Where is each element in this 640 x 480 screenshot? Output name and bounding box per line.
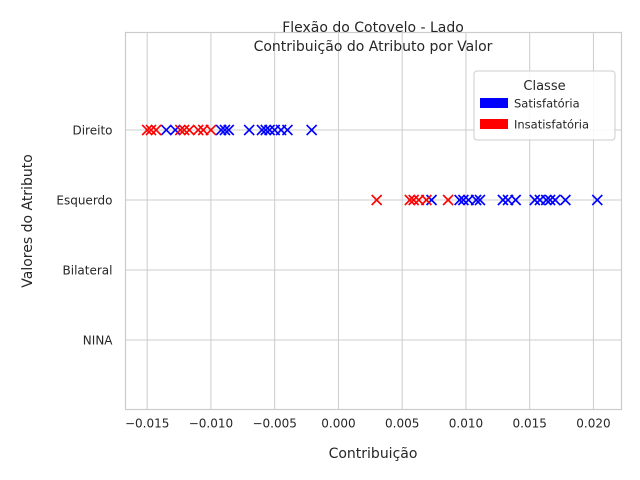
y-tick-label: Direito	[72, 124, 112, 138]
x-tick-label: −0.010	[189, 417, 233, 431]
scatter-point	[281, 124, 293, 136]
x-axis-label: Contribuição	[329, 446, 418, 462]
y-tick-labels: Direito Esquerdo Bilateral NINA	[56, 124, 113, 348]
scatter-point	[457, 194, 469, 206]
scatter-point	[540, 194, 552, 206]
scatter-point	[371, 194, 383, 206]
y-tick-label: NINA	[83, 334, 113, 348]
scatter-point	[183, 124, 195, 136]
scatter-point	[264, 124, 276, 136]
scatter-point	[205, 124, 217, 136]
scatter-point	[178, 124, 190, 136]
scatter-point	[243, 124, 255, 136]
legend-swatch-satisfatoria	[480, 98, 508, 108]
scatter-point	[549, 194, 561, 206]
scatter-point	[404, 194, 416, 206]
chart-title-line-1: Flexão do Cotovelo - Lado	[282, 20, 464, 36]
scatter-point	[160, 124, 172, 136]
legend-title: Classe	[523, 79, 565, 94]
scatter-point	[141, 124, 153, 136]
scatter-point	[408, 194, 420, 206]
scatter-point	[497, 194, 509, 206]
x-tick-label: −0.015	[125, 417, 169, 431]
scatter-point	[223, 124, 235, 136]
scatter-point	[529, 194, 541, 206]
y-tick-label: Bilateral	[63, 264, 113, 278]
x-tick-label: 0.020	[576, 417, 610, 431]
scatter-point	[145, 124, 157, 136]
scatter-point	[544, 194, 556, 206]
scatter-point	[591, 194, 603, 206]
scatter-point	[306, 124, 318, 136]
scatter-point	[420, 194, 432, 206]
x-tick-label: −0.005	[252, 417, 296, 431]
x-tick-label: 0.000	[321, 417, 355, 431]
scatter-point	[260, 124, 272, 136]
chart-title-line-2: Contribuição do Atributo por Valor	[254, 39, 493, 55]
scatter-point	[559, 194, 571, 206]
x-tick-label: 0.010	[449, 417, 483, 431]
points-layer	[141, 124, 603, 206]
legend-box	[473, 70, 616, 141]
scatter-point	[219, 124, 231, 136]
scatter-point	[192, 124, 204, 136]
scatter-point	[510, 194, 522, 206]
scatter-point	[470, 194, 482, 206]
legend: Classe Satisfatória Insatisfatória	[473, 70, 616, 141]
y-tick-label: Esquerdo	[56, 194, 112, 208]
x-tick-label: 0.005	[385, 417, 419, 431]
y-axis-label: Valores do Atributo	[20, 154, 36, 288]
legend-label-satisfatoria: Satisfatória	[514, 97, 580, 111]
scatter-point	[454, 194, 466, 206]
x-tick-labels: −0.015 −0.010 −0.005 0.000 0.005 0.010 0.015 0.…	[125, 417, 611, 431]
legend-swatch-insatisfatoria	[480, 119, 508, 129]
scatter-point	[150, 124, 162, 136]
scatter-point	[442, 194, 454, 206]
scatter-point	[425, 194, 438, 206]
plot-frame	[124, 31, 623, 411]
scatter-point	[474, 194, 486, 206]
scatter-point	[174, 124, 186, 136]
x-tick-label: 0.015	[513, 417, 547, 431]
scatter-point	[169, 124, 181, 136]
legend-label-insatisfatoria: Insatisfatória	[514, 118, 589, 132]
